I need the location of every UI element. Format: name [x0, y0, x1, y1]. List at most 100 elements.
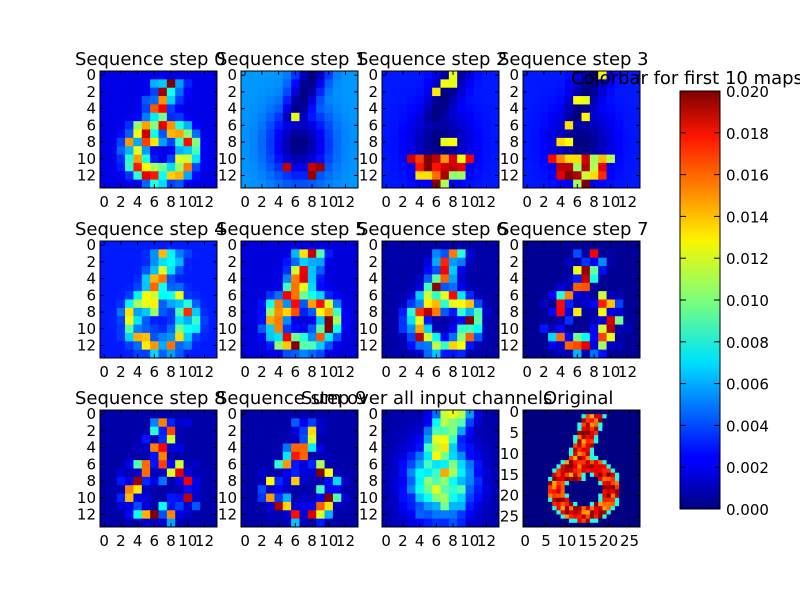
heatmap-cell — [382, 241, 391, 250]
heatmap-cell — [191, 112, 201, 122]
heatmap-cell — [274, 249, 284, 259]
y-tick-label: 6 — [368, 116, 378, 134]
heatmap-cell — [249, 316, 259, 325]
heatmap-cell — [415, 71, 425, 80]
heatmap-cell — [552, 443, 557, 449]
heatmap-cell — [324, 476, 334, 486]
panel-title: Sequence step 4 — [75, 219, 226, 240]
heatmap-cell — [166, 266, 176, 275]
heatmap-cell — [527, 418, 532, 423]
heatmap-cell — [415, 146, 425, 155]
heatmap-cell — [598, 464, 603, 469]
heatmap-cell — [116, 87, 126, 97]
heatmap-cell — [585, 481, 591, 486]
heatmap-cell — [257, 435, 267, 444]
heatmap-cell — [407, 324, 416, 334]
heatmap-cell — [249, 71, 259, 80]
heatmap-cell — [423, 426, 433, 436]
heatmap-cell — [133, 121, 143, 130]
heatmap-cell — [382, 87, 391, 97]
heatmap-cell — [635, 455, 641, 461]
heatmap-cell — [589, 418, 595, 423]
heatmap-cell — [564, 324, 574, 334]
heatmap-cell — [527, 410, 532, 415]
heatmap-cell — [423, 137, 433, 147]
heatmap-cell — [606, 468, 612, 474]
heatmap-cell — [602, 501, 607, 507]
heatmap-cell — [535, 522, 541, 528]
heatmap-cell — [635, 464, 641, 469]
heatmap-cell — [589, 129, 599, 139]
heatmap-cell — [341, 510, 351, 520]
heatmap-cell — [282, 299, 292, 309]
heatmap-cell — [183, 443, 193, 453]
panel-title: Sum over all input channels — [301, 388, 552, 409]
heatmap-cell — [257, 476, 267, 486]
heatmap-cell — [390, 485, 400, 494]
heatmap-cell — [631, 129, 641, 139]
heatmap-cell — [527, 485, 532, 490]
heatmap-cell — [623, 291, 633, 300]
heatmap-cell — [158, 341, 168, 351]
heatmap-cell — [116, 112, 126, 122]
heatmap-cell — [133, 104, 143, 114]
heatmap-cell — [440, 418, 450, 428]
heatmap-cell — [390, 171, 400, 181]
heatmap-cell — [531, 451, 536, 457]
panel-title: Sequence step 3 — [498, 49, 649, 70]
heatmap-cell — [594, 481, 599, 486]
heatmap-cell — [589, 451, 595, 457]
heatmap-cell — [158, 501, 168, 511]
colorbar-tick-label: 0.000 — [726, 501, 769, 519]
heatmap-cell — [598, 501, 603, 507]
heatmap-cell — [432, 485, 441, 494]
heatmap-cell — [158, 418, 168, 428]
heatmap-cell — [349, 485, 359, 494]
heatmap-cell — [448, 87, 458, 97]
x-tick-label: 10 — [178, 532, 197, 550]
heatmap-cell — [332, 146, 342, 155]
heatmap-cell — [432, 171, 441, 181]
heatmap-cell — [282, 274, 292, 284]
heatmap-cell — [116, 96, 126, 105]
heatmap-cell — [594, 506, 599, 511]
heatmap-cell — [257, 418, 267, 428]
heatmap-cell — [299, 71, 309, 80]
heatmap-cell — [324, 146, 334, 155]
heatmap-cell — [183, 257, 193, 267]
heatmap-cell — [166, 501, 176, 511]
heatmap-cell — [573, 518, 578, 524]
heatmap-cell — [432, 154, 441, 164]
heatmap-cell — [635, 414, 641, 419]
heatmap-cell — [274, 79, 284, 89]
heatmap-cell — [552, 485, 557, 490]
heatmap-cell — [398, 501, 408, 511]
heatmap-cell — [585, 455, 591, 461]
heatmap-cell — [398, 249, 408, 259]
heatmap-cell — [598, 455, 603, 461]
heatmap-cell — [623, 464, 628, 469]
heatmap-cell — [527, 476, 532, 482]
heatmap-cell — [183, 426, 193, 436]
heatmap-cell — [585, 464, 591, 469]
heatmap-cell — [556, 307, 566, 317]
heatmap-cell — [324, 451, 334, 461]
heatmap-cell — [577, 410, 582, 415]
x-tick-label: 25 — [620, 532, 639, 550]
heatmap-cell — [332, 418, 342, 428]
heatmap-cell — [602, 481, 607, 486]
heatmap-cell — [316, 129, 325, 139]
heatmap-cell — [568, 455, 574, 461]
heatmap-cell — [382, 493, 391, 503]
heatmap-cell — [257, 121, 267, 130]
heatmap-cell — [635, 522, 641, 528]
heatmap-cell — [589, 299, 599, 309]
heatmap-cell — [125, 129, 134, 139]
heatmap-cell — [257, 485, 267, 494]
y-tick-label: 6 — [509, 286, 519, 304]
heatmap-cell — [543, 418, 549, 423]
heatmap-cell — [581, 129, 591, 139]
heatmap-cell — [465, 274, 475, 284]
heatmap-cell — [490, 435, 500, 444]
heatmap-cell — [523, 282, 532, 292]
